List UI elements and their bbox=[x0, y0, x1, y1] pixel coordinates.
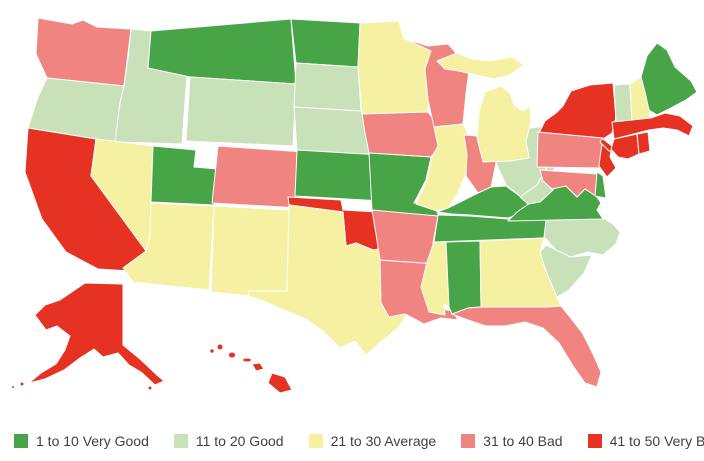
state-VT[interactable] bbox=[613, 83, 633, 124]
state-ME[interactable] bbox=[640, 42, 698, 116]
state-MN[interactable] bbox=[357, 20, 432, 115]
state-WY[interactable] bbox=[185, 76, 297, 147]
legend-label-average: 21 to 30 Average bbox=[330, 433, 437, 449]
state-IA[interactable] bbox=[361, 111, 440, 158]
state-AK-island[interactable] bbox=[147, 385, 153, 391]
legend-swatch-very-good bbox=[14, 434, 28, 448]
state-UT[interactable] bbox=[150, 145, 219, 206]
state-MI-upper-peninsula[interactable] bbox=[436, 52, 525, 80]
state-HI-maui[interactable] bbox=[251, 362, 265, 372]
legend-item-good[interactable]: 11 to 20 Good bbox=[173, 433, 284, 449]
legend-label-very-good: 1 to 10 Very Good bbox=[36, 433, 149, 449]
legend: 1 to 10 Very Good 11 to 20 Good 21 to 30… bbox=[0, 426, 704, 456]
legend-label-bad: 31 to 40 Bad bbox=[483, 433, 563, 449]
state-AK[interactable] bbox=[28, 282, 165, 386]
legend-label-good: 11 to 20 Good bbox=[195, 433, 284, 449]
state-AK-aleutian-island[interactable] bbox=[11, 385, 15, 389]
state-HI-oahu[interactable] bbox=[227, 351, 237, 359]
state-NY[interactable] bbox=[537, 82, 637, 152]
state-WA[interactable] bbox=[35, 17, 132, 87]
state-HI-kauai[interactable] bbox=[216, 343, 224, 351]
state-TX[interactable] bbox=[248, 204, 415, 356]
state-NC[interactable] bbox=[543, 217, 621, 258]
state-NM[interactable] bbox=[210, 205, 290, 297]
legend-item-very-bad[interactable]: 41 to 50 Very Bad bbox=[587, 433, 704, 449]
state-AR[interactable] bbox=[371, 209, 439, 265]
legend-swatch-good bbox=[173, 434, 188, 448]
state-MA[interactable] bbox=[611, 112, 694, 140]
us-choropleth-map bbox=[11, 17, 698, 394]
legend-swatch-average bbox=[308, 434, 323, 448]
state-AK-aleutian-island[interactable] bbox=[19, 381, 25, 387]
legend-item-average[interactable]: 21 to 30 Average bbox=[308, 433, 437, 449]
state-FL[interactable] bbox=[451, 305, 602, 388]
state-RI[interactable] bbox=[636, 131, 651, 155]
legend-item-bad[interactable]: 31 to 40 Bad bbox=[461, 433, 563, 449]
state-DE[interactable] bbox=[594, 171, 607, 199]
state-AL[interactable] bbox=[445, 240, 482, 319]
legend-swatch-very-bad bbox=[587, 434, 602, 448]
state-MI-lower[interactable] bbox=[476, 85, 532, 163]
legend-item-very-good[interactable]: 1 to 10 Very Good bbox=[14, 434, 149, 448]
state-HI-molokai[interactable] bbox=[242, 357, 252, 363]
state-SD[interactable] bbox=[293, 62, 362, 112]
state-ND[interactable] bbox=[290, 18, 361, 68]
state-HI-big-island[interactable] bbox=[267, 372, 293, 394]
map-canvas bbox=[11, 17, 698, 394]
state-SC[interactable] bbox=[539, 244, 593, 298]
legend-swatch-bad bbox=[461, 434, 476, 448]
state-HI-niihau[interactable] bbox=[209, 348, 215, 354]
legend-label-very-bad: 41 to 50 Very Bad bbox=[609, 433, 704, 449]
